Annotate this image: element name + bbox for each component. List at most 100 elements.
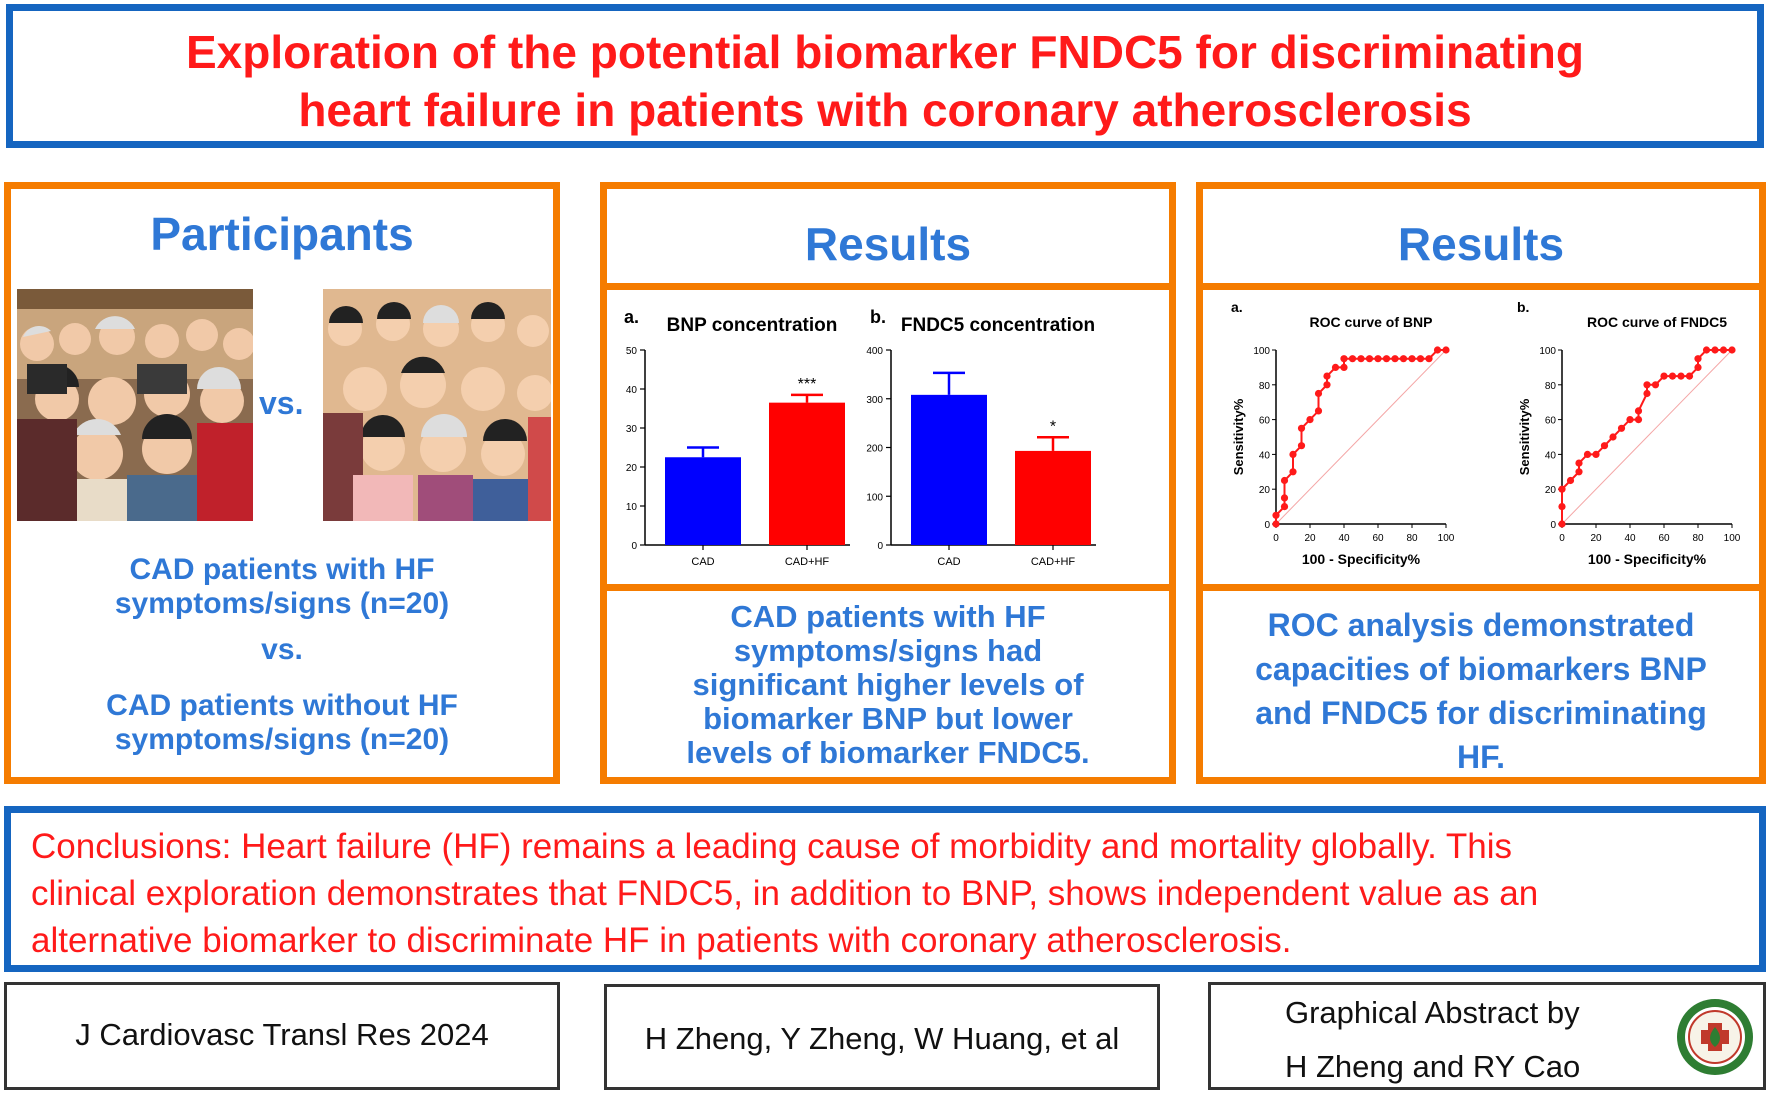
roc-x-tick-label: 0	[1559, 533, 1565, 544]
bar-y-tick-label: 40	[626, 385, 638, 396]
roc-x-tick-label: 40	[1338, 533, 1350, 544]
roc-y-tick-label: 80	[1259, 381, 1271, 392]
results-panel-roc: Results a. ROC curve of BNP 0 20 40 60 80 100 0 2…	[1196, 182, 1766, 784]
roc-reference-line	[1275, 349, 1447, 525]
bar-y-tick-label: 20	[626, 463, 638, 474]
roc-y-tick-label: 20	[1545, 485, 1557, 496]
roc-point	[1702, 346, 1711, 354]
roc-chart-title: ROC curve of FNDC5	[1587, 314, 1727, 330]
roc-point	[1408, 355, 1416, 363]
bar	[769, 402, 845, 545]
roc-point	[1558, 520, 1566, 528]
roc-point	[1575, 459, 1583, 467]
conclusion-line-2: clinical exploration demonstrates that F…	[31, 874, 1539, 913]
authors-box: H Zheng, Y Zheng, W Huang, et al	[604, 984, 1160, 1090]
results1-line: symptoms/signs had	[733, 633, 1043, 668]
roc-point	[1575, 468, 1583, 476]
roc-point	[1374, 355, 1382, 363]
authors-list: H Zheng, Y Zheng, W Huang, et al	[644, 1021, 1120, 1056]
roc-point	[1592, 450, 1600, 458]
roc-x-tick-label: 100	[1438, 533, 1455, 544]
bar-y-tick-label: 10	[626, 502, 638, 513]
roc-point	[1348, 355, 1357, 363]
bar-category-label: CAD+HF	[785, 556, 830, 568]
bar-chart-title: BNP concentration	[667, 315, 838, 336]
roc-point	[1558, 503, 1566, 511]
roc-point	[1416, 355, 1425, 363]
crowd-illustration-right	[323, 289, 551, 521]
roc-y-tick-label: 60	[1545, 416, 1557, 427]
roc-point	[1668, 372, 1677, 380]
roc-x-tick-label: 20	[1590, 533, 1602, 544]
roc-point	[1289, 450, 1297, 458]
roc-point	[1433, 346, 1442, 354]
roc-panel-letter: b.	[1517, 299, 1529, 315]
results2-line: ROC analysis demonstrated	[1267, 607, 1695, 643]
roc-chart-title: ROC curve of BNP	[1310, 314, 1433, 330]
roc-point	[1643, 389, 1651, 398]
bar-y-tick-label: 300	[866, 395, 883, 406]
roc-point	[1583, 450, 1592, 458]
title-line-2: heart failure in patients with coronary …	[298, 84, 1472, 136]
roc-point	[1694, 355, 1702, 363]
roc-point	[1340, 363, 1348, 371]
results1-bottom-divider	[607, 584, 1169, 591]
roc-point	[1651, 381, 1660, 389]
participants-panel: Participants	[4, 182, 560, 784]
roc-point	[1306, 416, 1314, 424]
conclusion-line-3: alternative biomarker to discriminate HF…	[31, 921, 1292, 960]
roc-point	[1719, 346, 1728, 354]
bar-y-tick-label: 30	[626, 424, 638, 435]
roc-y-tick-label: 80	[1545, 381, 1557, 392]
participants-heading: Participants	[150, 208, 414, 260]
bar-y-tick-label: 100	[866, 492, 883, 503]
roc-point	[1289, 468, 1297, 476]
group2-line-2: symptoms/signs (n=20)	[114, 723, 450, 756]
roc-x-tick-label: 0	[1273, 533, 1279, 544]
group-photo-right	[323, 289, 551, 521]
bar-chart-title: FNDC5 concentration	[901, 315, 1095, 336]
roc-x-tick-label: 60	[1658, 533, 1670, 544]
roc-point	[1280, 476, 1289, 485]
journal-box: J Cardiovasc Transl Res 2024	[4, 982, 560, 1090]
bar-category-label: CAD	[691, 556, 714, 568]
bar-y-tick-label: 50	[626, 346, 638, 357]
roc-point	[1297, 442, 1306, 450]
results-heading-2: Results	[1397, 218, 1565, 270]
roc-point	[1425, 355, 1433, 363]
roc-point	[1280, 503, 1289, 511]
bar-charts: a. BNP concentration 0 10 20 30 40 50 CAD *** CAD+…	[624, 307, 1096, 568]
roc-x-tick-label: 100	[1724, 533, 1741, 544]
roc-point	[1634, 416, 1643, 424]
bar-y-tick-label: 0	[631, 541, 637, 552]
roc-y-tick-label: 40	[1259, 450, 1271, 461]
roc-point	[1314, 389, 1323, 398]
roc-point	[1314, 407, 1323, 415]
results2-line: HF.	[1457, 739, 1505, 775]
vs-label: vs.	[259, 385, 304, 421]
roc-point	[1340, 355, 1348, 363]
roc-x-axis-label: 100 - Specificity%	[1588, 551, 1707, 567]
bar-panel-letter: b.	[870, 307, 886, 327]
roc-point	[1643, 381, 1651, 389]
results1-line: levels of biomarker FNDC5.	[686, 735, 1090, 770]
roc-point	[1600, 442, 1609, 450]
roc-point	[1566, 476, 1575, 485]
roc-y-axis-label: Sensitivity%	[1231, 398, 1246, 475]
credit-line-2: H Zheng and RY Cao	[1285, 1049, 1581, 1084]
vs-text: vs.	[261, 633, 303, 666]
roc-y-tick-label: 100	[1539, 346, 1556, 357]
bar	[1015, 450, 1091, 545]
roc-point	[1660, 372, 1668, 380]
roc-point	[1626, 416, 1634, 424]
roc-x-tick-label: 80	[1692, 533, 1704, 544]
roc-point	[1617, 424, 1626, 432]
results2-line: and FNDC5 for discriminating	[1255, 695, 1707, 731]
roc-x-tick-label: 20	[1304, 533, 1316, 544]
credit-box: Graphical Abstract by H Zheng and RY Cao	[1208, 982, 1766, 1090]
roc-y-tick-label: 100	[1253, 346, 1270, 357]
group-photo-left	[17, 289, 253, 521]
bar-y-tick-label: 0	[877, 541, 883, 552]
conclusion-box: Conclusions: Heart failure (HF) remains …	[4, 806, 1766, 972]
roc-point	[1694, 363, 1702, 371]
